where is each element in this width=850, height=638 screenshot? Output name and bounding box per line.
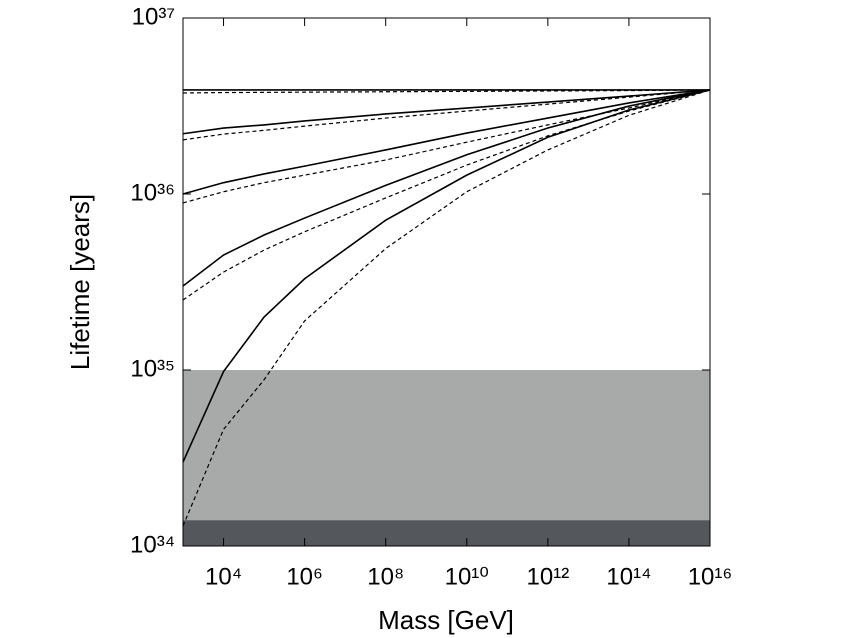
curve (182, 89, 711, 527)
curve (182, 89, 711, 141)
y-axis-label: Lifetime [years] (65, 194, 95, 370)
x-tick-label: 10¹⁶ (688, 563, 733, 590)
plot-frame (182, 17, 711, 547)
curve (182, 89, 711, 135)
y-tick-label: 10³⁶ (130, 179, 175, 206)
x-tick-label: 10⁸ (367, 563, 404, 590)
y-tick-label: 10³⁵ (130, 355, 175, 382)
x-tick-label: 10⁴ (205, 563, 242, 590)
y-tick-label: 10³⁴ (130, 531, 175, 558)
y-tick-label: 10³⁷ (132, 3, 175, 30)
curve (182, 89, 711, 287)
x-axis-label: Mass [GeV] (378, 605, 514, 635)
curve (182, 89, 711, 195)
x-tick-label: 10⁶ (286, 563, 323, 590)
shaded-band (183, 520, 710, 546)
shaded-band (183, 370, 710, 546)
curve (182, 89, 711, 301)
x-tick-label: 10¹² (527, 563, 570, 590)
x-tick-label: 10¹⁰ (445, 563, 489, 590)
x-tick-label: 10¹⁴ (606, 563, 651, 590)
curve (182, 89, 711, 463)
